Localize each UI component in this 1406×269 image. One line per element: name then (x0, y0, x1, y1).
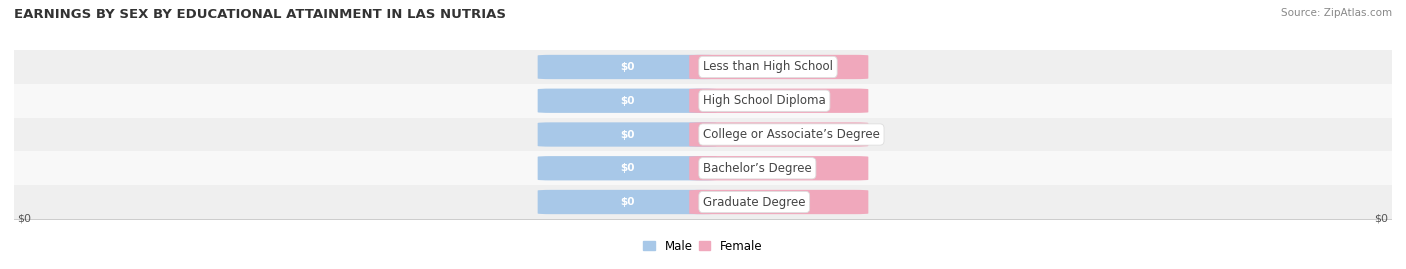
Text: College or Associate’s Degree: College or Associate’s Degree (703, 128, 880, 141)
FancyBboxPatch shape (537, 89, 717, 113)
Text: $0: $0 (772, 96, 786, 106)
Bar (14, 84, 1392, 118)
FancyBboxPatch shape (537, 156, 717, 180)
FancyBboxPatch shape (689, 89, 869, 113)
FancyBboxPatch shape (537, 55, 717, 79)
Text: $0: $0 (1375, 214, 1389, 224)
Bar (14, 50, 1392, 84)
Text: $0: $0 (772, 129, 786, 140)
Text: Source: ZipAtlas.com: Source: ZipAtlas.com (1281, 8, 1392, 18)
FancyBboxPatch shape (537, 190, 717, 214)
Text: $0: $0 (17, 214, 31, 224)
Text: Graduate Degree: Graduate Degree (703, 196, 806, 208)
Text: High School Diploma: High School Diploma (703, 94, 825, 107)
Text: $0: $0 (772, 62, 786, 72)
Text: $0: $0 (620, 129, 634, 140)
FancyBboxPatch shape (537, 122, 717, 147)
Text: $0: $0 (772, 163, 786, 173)
Text: $0: $0 (620, 96, 634, 106)
Text: Bachelor’s Degree: Bachelor’s Degree (703, 162, 811, 175)
Text: $0: $0 (772, 197, 786, 207)
Text: $0: $0 (620, 197, 634, 207)
Legend: Male, Female: Male, Female (644, 240, 762, 253)
Bar (14, 118, 1392, 151)
FancyBboxPatch shape (689, 156, 869, 180)
FancyBboxPatch shape (689, 55, 869, 79)
Text: $0: $0 (620, 163, 634, 173)
Text: EARNINGS BY SEX BY EDUCATIONAL ATTAINMENT IN LAS NUTRIAS: EARNINGS BY SEX BY EDUCATIONAL ATTAINMEN… (14, 8, 506, 21)
Bar (14, 151, 1392, 185)
Text: $0: $0 (620, 62, 634, 72)
FancyBboxPatch shape (689, 190, 869, 214)
FancyBboxPatch shape (689, 122, 869, 147)
Bar (14, 185, 1392, 219)
Text: Less than High School: Less than High School (703, 61, 832, 73)
